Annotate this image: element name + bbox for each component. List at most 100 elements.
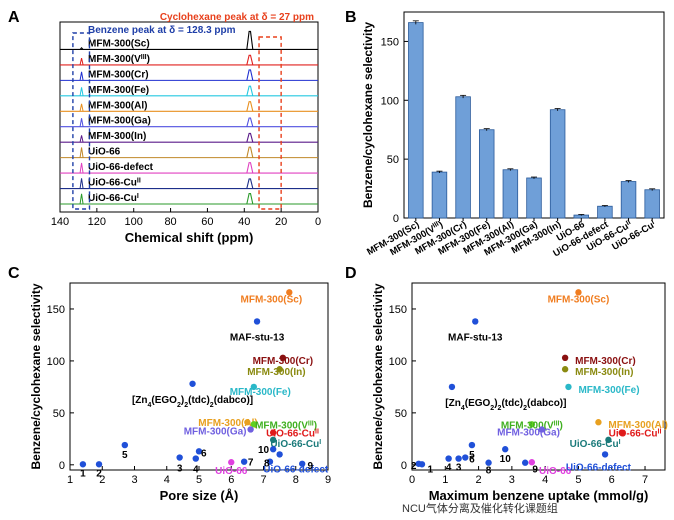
zn-label-part: (EGO	[465, 398, 491, 409]
point-label-text: MFM-300(In)	[575, 367, 633, 378]
data-point	[565, 383, 572, 391]
y-tick-label: 0	[401, 460, 407, 472]
point-label-text: UiO-66-Cu	[570, 439, 619, 450]
data-point	[269, 429, 277, 436]
data-point	[605, 436, 612, 444]
x-tick-label: 2	[99, 474, 105, 486]
x-tick-label: 7	[642, 474, 648, 486]
benzene-peak	[79, 58, 84, 66]
data-point	[247, 426, 254, 433]
point-label: MFM-300(Ga)	[497, 427, 560, 438]
data-point	[528, 459, 536, 466]
point-label-text: MFM-300(In)	[247, 367, 305, 378]
data-point	[269, 436, 277, 444]
category-label-close: )	[437, 219, 445, 230]
x-tick-label: 5	[575, 474, 581, 486]
y-tick-label: 0	[59, 460, 65, 472]
point-label-text: MFM-300(Fe)	[578, 385, 639, 396]
point-label-sup: II	[315, 428, 319, 435]
point-label: 8	[486, 466, 492, 477]
point-label-text: 8	[264, 459, 270, 470]
spectrum-label: UiO-66	[88, 147, 121, 158]
point-label-text: 4	[193, 465, 199, 476]
point-label-text: 9	[532, 465, 538, 476]
bar	[431, 171, 448, 219]
point-label: 6	[469, 455, 475, 466]
data-point	[521, 459, 529, 466]
y-tick-label: 150	[47, 304, 65, 316]
point-label: MFM-300(In)	[575, 367, 633, 378]
x-tick-label: 20	[275, 216, 287, 228]
point-label: 9	[532, 465, 538, 476]
zn-mof-label: [Zn4(EGO2)2(tdc)2(dabco)]	[132, 395, 253, 409]
x-tick-label: 1	[442, 474, 448, 486]
y-tick-label: 50	[387, 154, 399, 166]
benzene-region-box	[72, 32, 91, 210]
category-label-sup: I	[650, 219, 655, 226]
data-point	[279, 354, 287, 361]
x-tick-label: 4	[164, 474, 170, 486]
y-tick-label: 0	[393, 213, 399, 225]
zn-label-part: 4	[461, 404, 465, 411]
point-label-sup: I	[619, 438, 621, 445]
point-label-text: 6	[469, 455, 475, 466]
benzene-peak	[79, 118, 84, 127]
zn-label-part: (dabco)]	[214, 395, 253, 406]
data-point	[299, 460, 306, 467]
x-tick-label: 100	[125, 216, 143, 228]
point-label-text: MAF-stu-13	[448, 332, 503, 343]
spectrum-label: UiO-66-defect	[88, 162, 154, 173]
bar	[478, 129, 495, 219]
watermark: NCU气体分离及催化转化课题组	[402, 503, 558, 515]
spectrum-label: UiO-66-CuII	[88, 177, 141, 189]
x-tick-label: 60	[201, 216, 213, 228]
x-tick-label: 8	[293, 474, 299, 486]
point-label-text: MFM-300(Ga)	[184, 426, 247, 437]
point-label: MFM-300(Al)	[608, 420, 667, 431]
point-label-text: 5	[122, 450, 128, 461]
panel-label-B: B	[345, 9, 357, 26]
cyclohexane-peak	[246, 69, 254, 81]
x-tick-label: 0	[315, 216, 321, 228]
point-label: 4	[446, 463, 452, 474]
data-point	[618, 429, 625, 436]
data-point	[595, 419, 602, 426]
point-label: 3	[177, 464, 183, 475]
point-label: MFM-300(Al)	[198, 418, 257, 429]
spectrum-label-text: MFM-300(Al)	[88, 100, 147, 111]
benzene-peak	[79, 147, 84, 158]
point-label-text: MFM-300(Al)	[198, 418, 257, 429]
cyclohexane-peak	[246, 162, 254, 174]
point-label-text: 4	[446, 463, 452, 474]
x-tick-label: 1	[67, 474, 73, 486]
data-point	[445, 455, 452, 462]
bar	[408, 22, 424, 219]
spectrum-label: MFM-300(In)	[88, 131, 146, 142]
x-tick-label: 6	[609, 474, 615, 486]
benzene-peak	[79, 103, 84, 112]
point-label: 1	[80, 468, 86, 479]
spectrum-label-text: MFM-300(V	[88, 54, 141, 65]
point-label-text: 7	[248, 458, 254, 469]
data-point	[266, 458, 274, 465]
x-tick-label: 7	[260, 474, 266, 486]
x-tick-label: 6	[228, 474, 234, 486]
point-label-text: 9	[307, 461, 313, 472]
data-point	[253, 318, 261, 325]
y-tick-label: 100	[381, 95, 399, 107]
cyclohexane-peak	[246, 30, 254, 50]
x-axis-title: Chemical shift (ppm)	[125, 230, 254, 245]
point-label: 10	[258, 445, 270, 456]
panel-label-D: D	[345, 265, 357, 282]
zn-label-part: (tdc)	[501, 398, 523, 409]
data-point	[276, 366, 283, 373]
spectrum-label: MFM-300(Fe)	[88, 85, 149, 96]
point-label-close: )	[559, 420, 562, 431]
point-label-text: 3	[177, 464, 183, 475]
zn-label-part: 2	[210, 401, 214, 408]
point-label-text: UiO-66	[215, 466, 248, 477]
panel-b: MFM-300(Sc)MFM-300(VIII)MFM-300(Cr)MFM-3…	[361, 11, 665, 259]
data-point	[276, 451, 283, 458]
